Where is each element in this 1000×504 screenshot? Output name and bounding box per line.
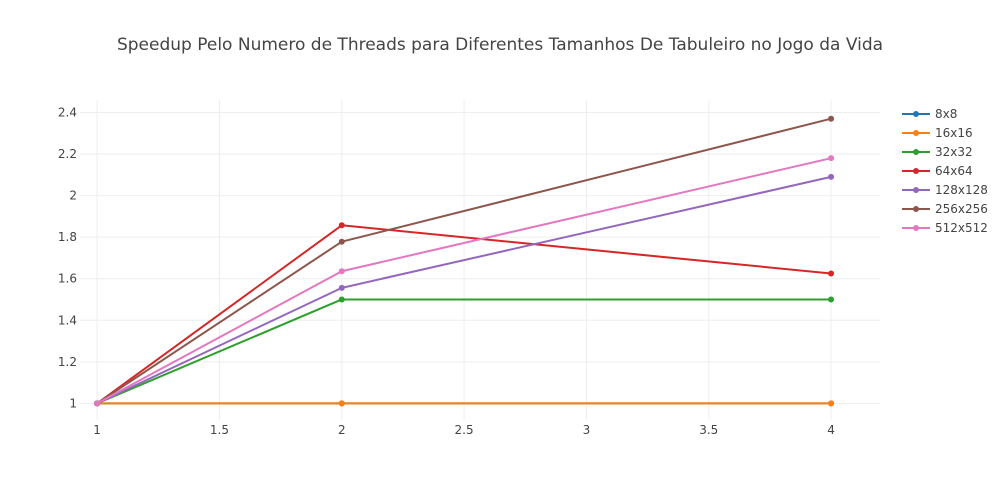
y-tick-label: 2 xyxy=(69,189,77,203)
data-point[interactable] xyxy=(828,115,835,122)
legend-label: 32x32 xyxy=(935,145,973,159)
y-tick-label: 1.2 xyxy=(58,355,77,369)
legend-item-64x64[interactable]: 64x64 xyxy=(902,164,973,178)
legend-swatch-marker xyxy=(913,149,919,155)
legend-item-32x32[interactable]: 32x32 xyxy=(902,145,973,159)
legend-item-8x8[interactable]: 8x8 xyxy=(902,107,957,121)
x-tick-label: 2.5 xyxy=(455,423,474,437)
data-point[interactable] xyxy=(828,155,835,162)
data-point[interactable] xyxy=(338,238,345,245)
x-tick-label: 1 xyxy=(93,423,101,437)
legend-label: 512x512 xyxy=(935,221,988,235)
legend-swatch-marker xyxy=(913,225,919,231)
y-tick-label: 2.2 xyxy=(58,147,77,161)
legend-swatch-marker xyxy=(913,130,919,136)
data-point[interactable] xyxy=(338,222,345,229)
legend-label: 128x128 xyxy=(935,183,988,197)
data-point[interactable] xyxy=(338,400,345,407)
legend-label: 256x256 xyxy=(935,202,988,216)
legend-item-256x256[interactable]: 256x256 xyxy=(902,202,988,216)
y-tick-label: 1 xyxy=(69,396,77,410)
legend-swatch-marker xyxy=(913,168,919,174)
axis-layer: 1 1.5 2 2.5 3 3.5 4 1 1.2 1.4 1.6 1.8 2 2.2 2.4 xyxy=(58,105,835,437)
data-point[interactable] xyxy=(828,400,835,407)
x-tick-label: 4 xyxy=(827,423,835,437)
data-point[interactable] xyxy=(338,296,345,303)
series-512x512 xyxy=(94,155,835,407)
legend-swatch-marker xyxy=(913,206,919,212)
legend-label: 64x64 xyxy=(935,164,973,178)
legend-swatch-marker xyxy=(913,187,919,193)
legend-swatch-marker xyxy=(913,111,919,117)
x-tick-label: 3 xyxy=(583,423,591,437)
x-tick-label: 2 xyxy=(338,423,346,437)
data-point[interactable] xyxy=(828,270,835,277)
legend-item-16x16[interactable]: 16x16 xyxy=(902,126,973,140)
x-tick-label: 3.5 xyxy=(699,423,718,437)
data-point[interactable] xyxy=(338,268,345,275)
data-point[interactable] xyxy=(828,296,835,303)
y-tick-label: 1.6 xyxy=(58,272,77,286)
y-tick-label: 2.4 xyxy=(58,105,77,119)
series-layer xyxy=(94,115,835,407)
data-point[interactable] xyxy=(94,400,101,407)
legend-label: 16x16 xyxy=(935,126,973,140)
chart-title: Speedup Pelo Numero de Threads para Dife… xyxy=(117,35,883,55)
x-tick-label: 1.5 xyxy=(210,423,229,437)
y-tick-label: 1.8 xyxy=(58,230,77,244)
data-point[interactable] xyxy=(828,173,835,180)
legend-item-512x512[interactable]: 512x512 xyxy=(902,221,988,235)
y-tick-label: 1.4 xyxy=(58,313,77,327)
legend-item-128x128[interactable]: 128x128 xyxy=(902,183,988,197)
legend[interactable]: 8x8 16x16 32x32 64x64 128x128 256x256 512x512 xyxy=(902,107,988,235)
data-point[interactable] xyxy=(338,284,345,291)
legend-label: 8x8 xyxy=(935,107,957,121)
